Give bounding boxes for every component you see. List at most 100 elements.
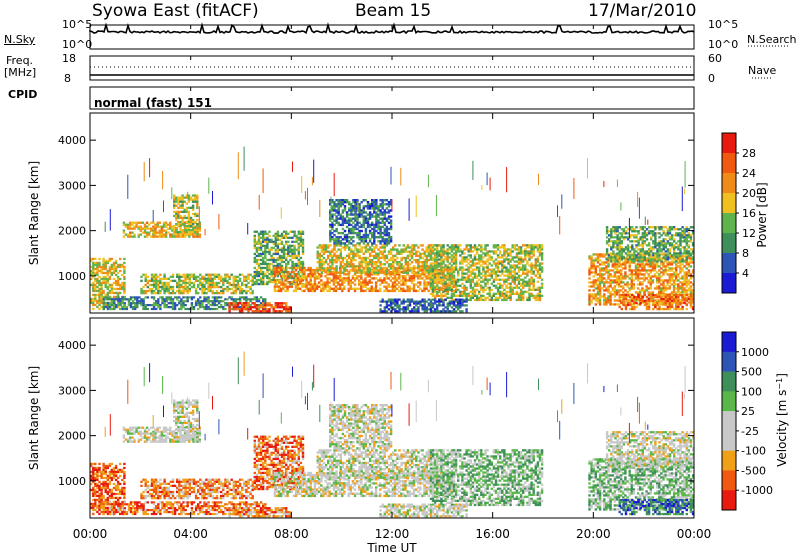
power-echo-cell	[232, 292, 235, 295]
power-echo-cell	[155, 281, 158, 285]
power-echo-cell	[356, 231, 359, 235]
power-echo-cell	[163, 302, 166, 305]
power-echo-cell	[415, 250, 418, 253]
power-echo-cell	[165, 306, 168, 309]
power-echo-cell	[522, 296, 525, 299]
power-echo-cell	[488, 290, 491, 293]
power-echo-cell	[436, 248, 439, 251]
power-echo-cell	[353, 277, 357, 280]
power-echo-cell	[442, 282, 445, 285]
power-echo-cell	[189, 229, 193, 232]
power-echo-cell	[452, 304, 456, 307]
power-echo-cell	[442, 280, 445, 283]
power-echo-cell	[285, 256, 288, 260]
power-echo-cell	[406, 306, 410, 309]
power-echo-cell	[207, 287, 210, 291]
power-echo-cell	[448, 286, 451, 289]
power-echo-cell	[594, 253, 597, 256]
power-echo-cell	[532, 280, 535, 283]
power-echo-cell	[116, 287, 120, 291]
power-echo-cell	[201, 281, 204, 285]
power-echo-cell	[324, 268, 327, 272]
power-echo-cell	[465, 244, 468, 247]
power-echo-cell	[183, 235, 187, 238]
power-echo-cell	[511, 246, 514, 249]
power-echo-cell	[473, 262, 477, 265]
power-echo-cell	[171, 292, 175, 295]
power-echo-cell	[492, 272, 496, 275]
power-echo-cell	[282, 234, 286, 237]
freq-unit-label: [MHz]	[4, 66, 37, 79]
power-echo-cell	[605, 297, 608, 300]
power-echo-cell	[452, 278, 456, 281]
power-echo-cell	[406, 271, 410, 274]
power-echo-cell	[274, 252, 277, 256]
power-echo-cell	[594, 279, 597, 282]
power-echo-cell	[142, 285, 145, 289]
power-echo-cell	[241, 302, 244, 305]
power-echo-cell	[324, 275, 327, 278]
power-echo-cell	[332, 275, 336, 278]
power-echo-cell	[368, 217, 372, 220]
power-echo-cell	[311, 287, 314, 290]
power-echo-cell	[145, 235, 149, 238]
power-echo-cell	[190, 273, 194, 276]
power-echo-cell	[596, 255, 600, 258]
station-title: Syowa East (fitACF)	[92, 1, 259, 21]
power-echo-cell	[94, 277, 97, 281]
power-echo-cell	[538, 262, 542, 265]
power-echo-cell	[245, 302, 248, 305]
power-echo-cell	[157, 292, 160, 295]
power-echo-cell	[140, 279, 143, 282]
power-echo-cell	[490, 288, 493, 291]
power-echo-cell	[536, 256, 540, 259]
power-echo-cell	[167, 296, 170, 299]
power-echo-cell	[450, 260, 454, 263]
power-echo-cell	[615, 303, 619, 306]
power-echo-cell	[176, 298, 179, 301]
power-echo-cell	[199, 304, 202, 307]
power-echo-cell	[191, 208, 195, 211]
power-echo-cell	[615, 271, 619, 274]
power-echo-cell	[423, 298, 426, 301]
power-echo-cell	[262, 266, 265, 270]
power-echo-cell	[358, 256, 361, 260]
power-echo-cell	[264, 298, 267, 301]
power-echo-cell	[171, 304, 175, 307]
power-echo-cell	[230, 273, 233, 276]
power-echo-cell	[358, 267, 361, 270]
power-echo-cell	[356, 223, 359, 227]
power-echo-cell	[232, 289, 235, 293]
power-echo-cell	[373, 271, 376, 274]
power-echo-cell	[131, 302, 135, 305]
power-echo-cell	[270, 272, 273, 276]
power-echo-cell	[613, 289, 617, 292]
power-echo-cell	[247, 306, 250, 309]
power-echo-cell	[140, 289, 143, 293]
power-echo-cell	[238, 300, 242, 303]
power-echo-cell	[262, 302, 265, 305]
power-echo-cell	[538, 290, 542, 293]
power-echo-cell	[381, 203, 384, 206]
power-echo-cell	[396, 298, 399, 301]
power-echo-cell	[278, 256, 282, 260]
power-echo-cell	[522, 244, 525, 247]
power-echo-cell	[343, 269, 347, 272]
power-echo-cell	[459, 302, 462, 305]
power-echo-cell	[287, 274, 290, 278]
power-echo-cell	[241, 283, 244, 287]
power-echo-cell	[352, 267, 355, 270]
power-echo-cell	[398, 269, 401, 272]
power-echo-cell	[402, 248, 405, 251]
power-echo-cell	[157, 304, 160, 307]
power-echo-cell	[592, 267, 595, 270]
power-echo-cell	[333, 205, 336, 208]
power-echo-cell	[112, 281, 116, 285]
power-echo-cell	[524, 256, 527, 259]
power-echo-cell	[427, 283, 430, 286]
power-echo-cell	[282, 287, 285, 290]
power-echo-cell	[157, 289, 160, 293]
power-echo-cell	[617, 303, 621, 306]
power-echo-cell	[528, 244, 531, 247]
power-echo-cell	[179, 200, 182, 203]
